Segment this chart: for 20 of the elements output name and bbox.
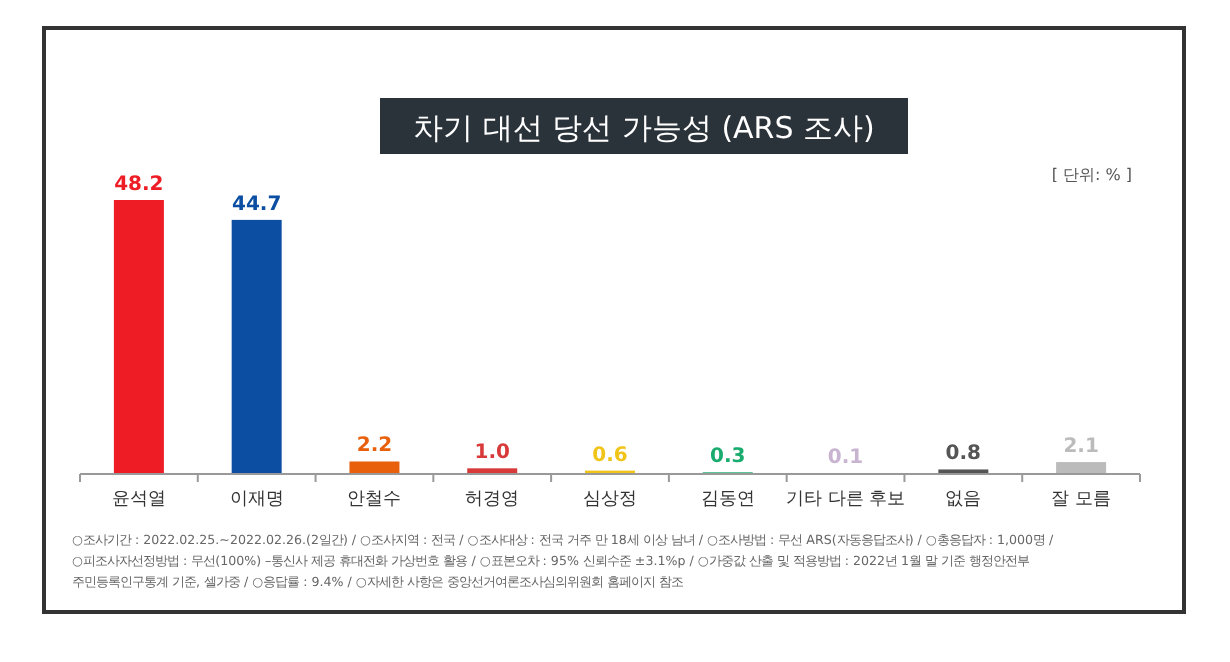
data-label: 44.7 [231,193,282,216]
data-label: 0.1 [827,447,864,470]
data-label: 0.6 [592,444,628,467]
data-label: 48.2 [114,174,164,196]
x-tick-label: 김동연 [700,490,755,510]
data-label: 1.0 [474,442,511,465]
x-tick-label: 이재명 [229,490,284,510]
x-tick-label: 잘 모름 [1051,490,1111,510]
x-tick-label: 심상정 [583,490,637,510]
chart-title: 차기 대선 당선 가능성 (ARS 조사) [413,110,875,146]
x-tick-label: 기타 다른 후보 [785,490,906,510]
data-label: 2.1 [1063,436,1099,459]
x-tick-label: 없음 [945,490,982,510]
x-tick-label: 안철수 [347,490,402,510]
data-label: 2.2 [356,435,393,458]
data-label: 0.8 [945,443,982,466]
x-tick-label: 윤석열 [111,490,166,510]
data-label: 0.3 [710,446,746,469]
x-tick-label: 허경영 [465,490,520,510]
chart-subtitle: [ 단위: % ] [1051,166,1132,184]
